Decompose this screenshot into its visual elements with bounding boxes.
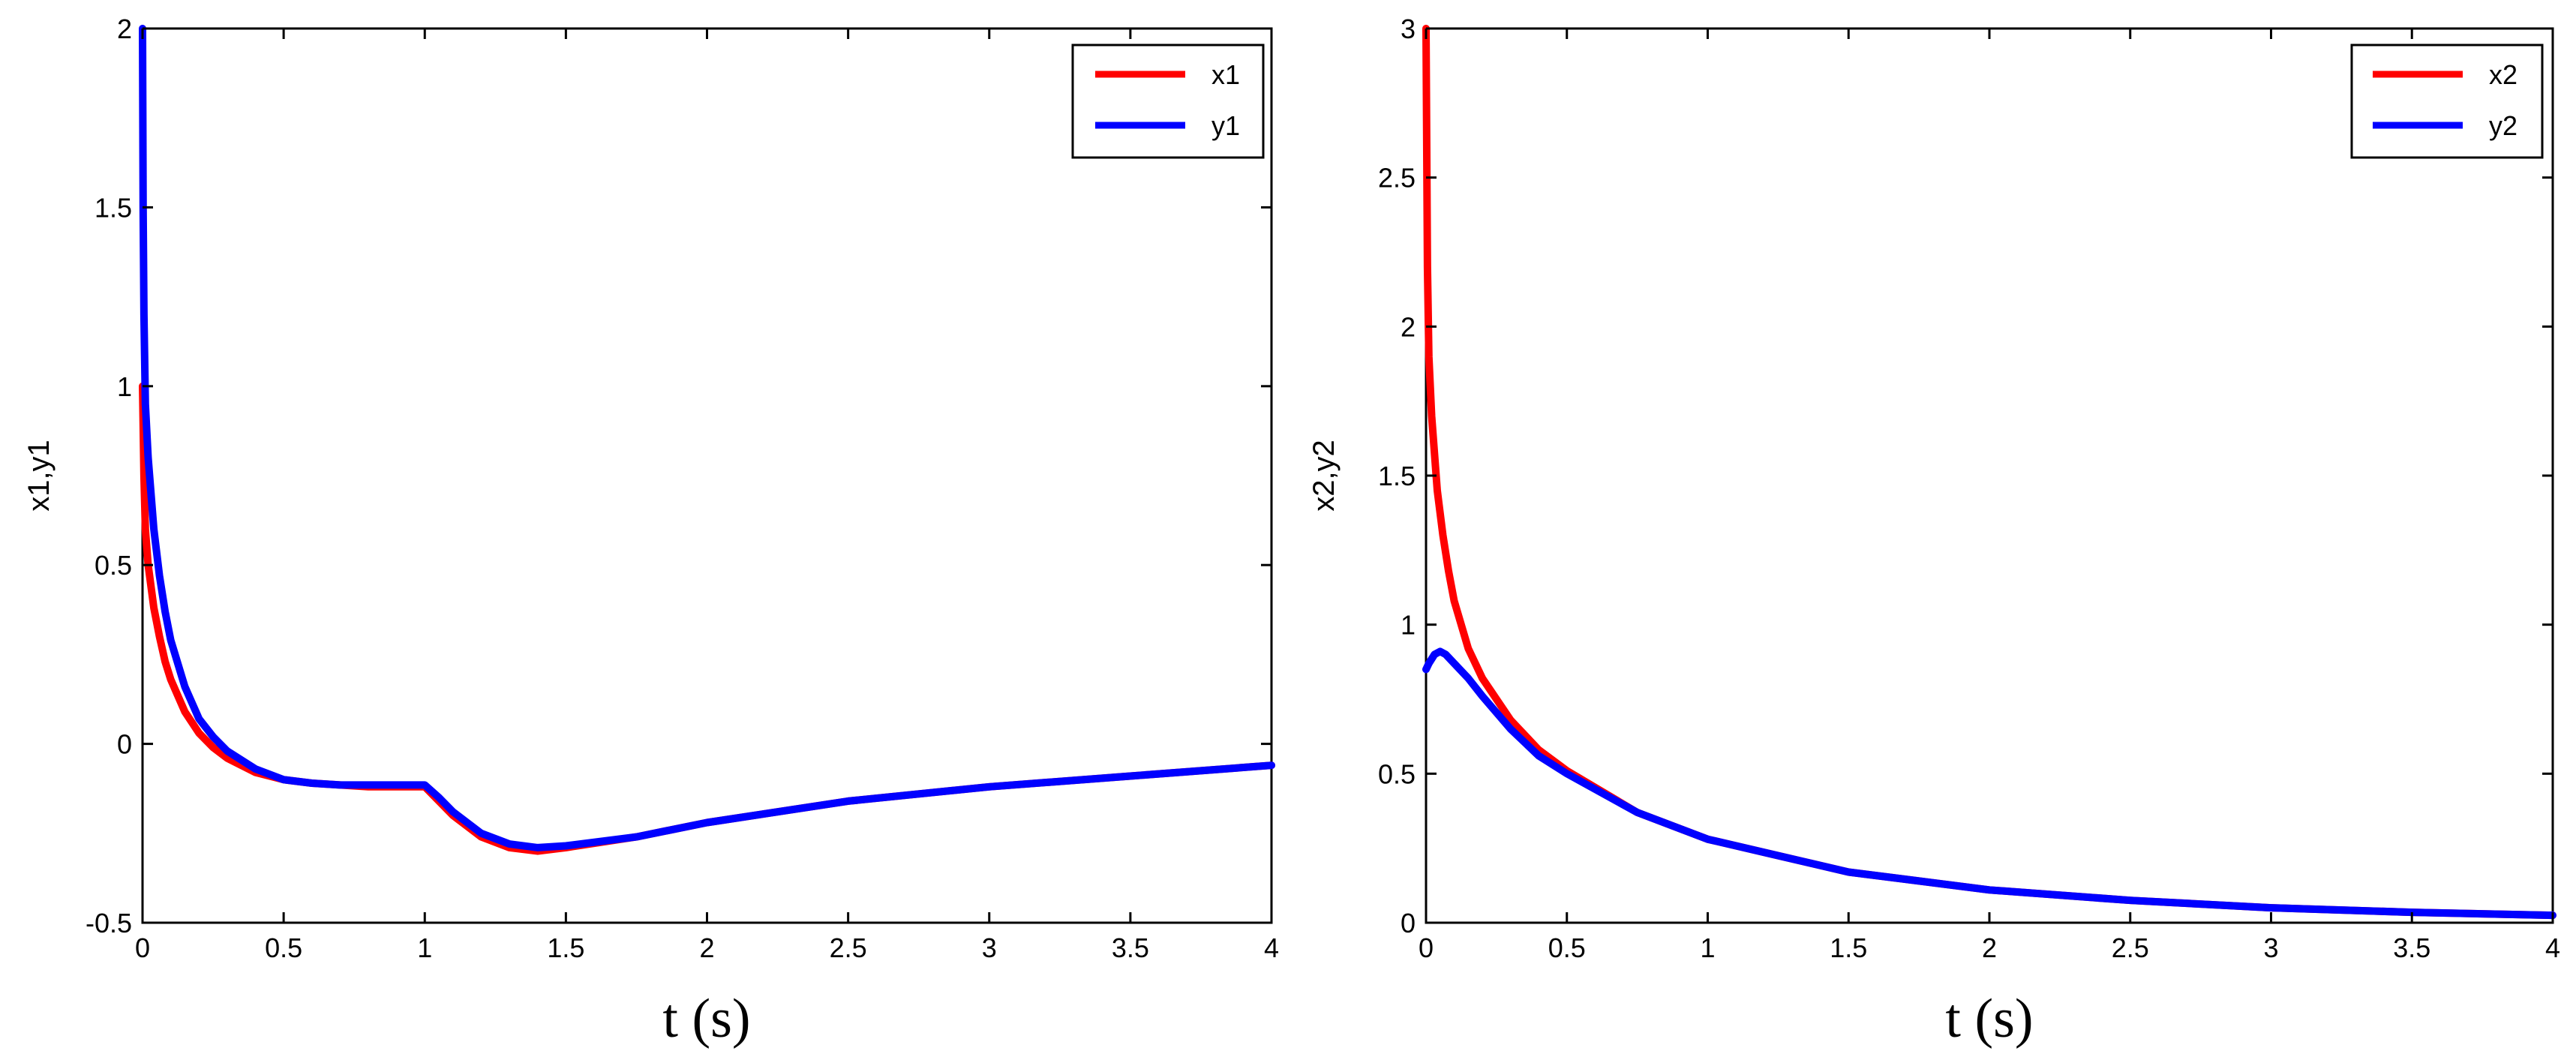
x-tick-label: 2.5 [2112,932,2149,963]
legend-box [1071,44,1265,159]
plot-area [141,27,1273,924]
y-tick-label: 1.5 [95,192,132,223]
x-tick-label: 1.5 [1830,932,1867,963]
legend-box [2350,44,2544,159]
y-tick-label: 3 [1401,14,1416,44]
series-line-y1 [139,25,1275,851]
y-axis-label: x2,y2 [1308,440,1341,512]
x-tick-label: 3.5 [1112,932,1149,963]
x-tick-label: 0 [135,932,150,963]
series-layer [139,25,1275,855]
x-tick-label: 0.5 [1548,932,1586,963]
plot-area [1425,27,2554,924]
x-tick-label: 1.5 [547,932,584,963]
x-tick-label: 4 [2545,932,2560,963]
y-tick-label: 2 [117,14,132,44]
x-tick-label: 2.5 [830,932,867,963]
x-tick-label: 3.5 [2393,932,2430,963]
x-tick-label: 4 [1264,932,1279,963]
y-tick-label: 2.5 [1378,163,1416,194]
x-tick-label: 2 [699,932,714,963]
y-tick-label: 1 [1401,610,1416,641]
series-layer [1422,25,2556,920]
y-tick-label: 0 [117,729,132,760]
x-axis-label: t (s) [1945,988,2033,1049]
x-tick-label: 3 [2263,932,2278,963]
y-tick-label: 2 [1401,311,1416,342]
x-tick-label: 0.5 [265,932,302,963]
chart-x2-y2: 0 0.5 1 1.5 2 2.5 3 3.5 4 0 0.5 1 1.5 2 2.5 3 x2,y2 t (… [1308,14,2560,1049]
legend-label-y2: y2 [2489,110,2517,141]
legend-label-y1: y1 [1211,110,1240,141]
x-tick-label: 3 [982,932,997,963]
legend: x1 y1 [1071,44,1265,159]
y-tick-label: 1.5 [1378,461,1416,491]
x-tick-label: 0 [1419,932,1434,963]
y-tick-label: -0.5 [86,908,132,938]
x-tick-label: 1 [1700,932,1715,963]
legend-label-x1: x1 [1211,59,1240,90]
y-axis-label: x1,y1 [23,440,56,512]
x-tick-label: 2 [1982,932,1997,963]
y-tick-label: 0.5 [95,550,132,581]
series-line-y2 [1422,647,2556,920]
x-tick-label: 1 [417,932,432,963]
ticks-layer: 0 0.5 1 1.5 2 2.5 3 3.5 4-0.500.511.52 [86,14,1279,963]
y-tick-label: 0 [1401,908,1416,938]
y-tick-label: 1 [117,371,132,402]
legend-label-x2: x2 [2489,59,2517,90]
chart-x1-y1: 0 0.5 1 1.5 2 2.5 3 3.5 4-0.500.511.52 x1,y1 t (… [23,14,1279,1049]
y-tick-label: 0.5 [1378,758,1416,789]
legend: x2 y2 [2350,44,2544,159]
x-axis-label: t (s) [662,988,750,1049]
ticks-layer: 0 0.5 1 1.5 2 2.5 3 3.5 4 0 0.5 1 1.5 2 2.5 3 [1378,14,2560,963]
